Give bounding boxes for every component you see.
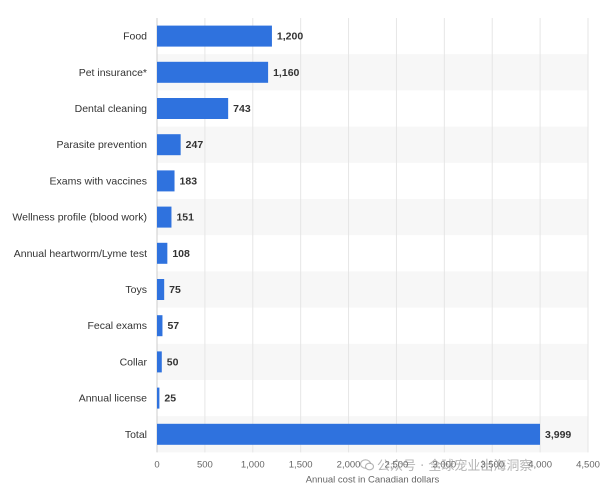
x-tick-label: 0 <box>154 459 159 470</box>
bar <box>157 387 160 409</box>
value-label: 151 <box>176 212 194 224</box>
category-label: Wellness profile (blood work) <box>12 212 147 224</box>
bar <box>157 242 168 264</box>
value-label: 1,160 <box>273 67 299 79</box>
bar <box>157 351 162 373</box>
value-label: 108 <box>172 248 190 260</box>
row-band <box>157 343 588 380</box>
x-tick-label: 4,500 <box>576 459 600 470</box>
row-band <box>157 199 588 236</box>
bar <box>157 423 541 445</box>
value-label: 57 <box>167 320 179 332</box>
row-band <box>157 271 588 308</box>
bar <box>157 61 269 83</box>
bar <box>157 134 181 156</box>
grid-lines <box>156 18 589 453</box>
value-label: 50 <box>167 356 179 368</box>
value-label: 1,200 <box>277 31 303 43</box>
bar <box>157 170 175 192</box>
row-band <box>157 126 588 163</box>
category-label: Pet insurance* <box>79 67 147 79</box>
value-labels: 1,200 1,160 743 247 183 151 108 75 57 50 25 3,999 <box>164 31 571 441</box>
x-axis-title: Annual cost in Canadian dollars <box>306 474 440 485</box>
bar <box>157 98 229 119</box>
x-tick-label: 2,500 <box>385 459 409 470</box>
category-label: Annual license <box>79 393 147 405</box>
category-label: Toys <box>125 284 147 296</box>
category-label: Collar <box>120 356 148 368</box>
x-tick-label: 500 <box>197 459 213 470</box>
category-label: Total <box>125 429 147 441</box>
category-label: Dental cleaning <box>75 103 148 115</box>
bar <box>157 25 272 47</box>
category-label: Exams with vaccines <box>50 175 147 187</box>
x-tick-label: 1,500 <box>289 459 313 470</box>
x-tick-labels: 0 500 1,000 1,500 2,000 2,500 3,000 3,500 4,000 4… <box>154 459 600 470</box>
value-label: 3,999 <box>545 429 571 441</box>
value-label: 743 <box>233 103 251 115</box>
value-label: 25 <box>164 393 176 405</box>
wechat-icon <box>360 459 374 471</box>
value-label: 247 <box>186 139 204 151</box>
value-label: 75 <box>169 284 181 296</box>
category-label: Annual heartworm/Lyme test <box>14 248 147 260</box>
x-tick-label: 4,000 <box>528 459 552 470</box>
watermark: 公众号 · 全球宠业出海洞察 <box>360 455 532 474</box>
x-tick-label: 1,000 <box>241 459 265 470</box>
x-tick-label: 3,500 <box>480 459 504 470</box>
x-tick-label: 2,000 <box>337 459 361 470</box>
x-tick-label: 3,000 <box>432 459 456 470</box>
category-label: Fecal exams <box>87 320 147 332</box>
value-label: 183 <box>180 175 198 187</box>
bar <box>157 315 163 337</box>
bar <box>157 279 165 300</box>
category-labels: Food Pet insurance* Dental cleaning Parasit… <box>12 31 147 441</box>
bars <box>157 25 541 445</box>
bar <box>157 206 172 228</box>
watermark-text: 公众号 · 全球宠业出海洞察 <box>377 459 533 474</box>
category-label: Parasite prevention <box>57 139 148 151</box>
category-label: Food <box>123 31 147 43</box>
